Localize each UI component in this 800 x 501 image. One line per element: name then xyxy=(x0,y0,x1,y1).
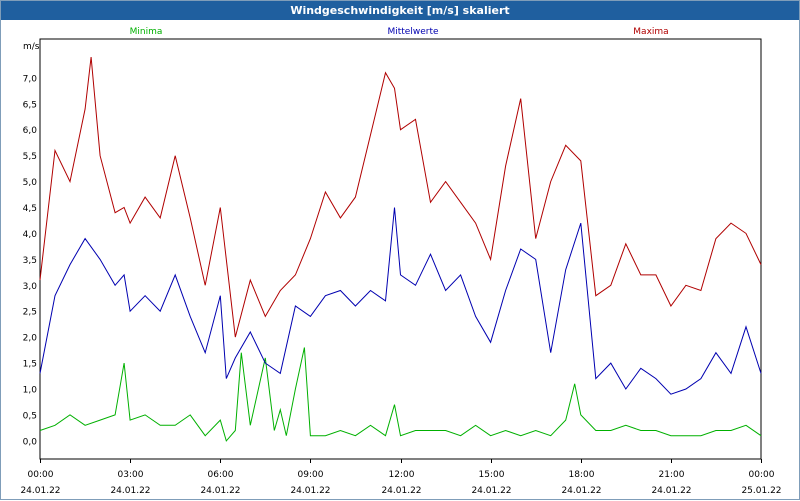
x-tick-time: 18:00 xyxy=(569,470,595,480)
y-tick-label: 0,0 xyxy=(23,437,38,447)
y-tick-label: 6,0 xyxy=(23,126,38,136)
y-tick-label: 5,5 xyxy=(23,152,37,162)
y-tick-label: 6,5 xyxy=(23,100,37,110)
plot-area xyxy=(39,38,762,460)
y-tick-label: 2,5 xyxy=(23,308,37,318)
x-tick-date: 24.01.22 xyxy=(471,486,511,496)
x-tick-date: 24.01.22 xyxy=(20,486,60,496)
y-tick-label: 5,0 xyxy=(23,178,38,188)
y-tick-label: 4,5 xyxy=(23,204,37,214)
x-tick-time: 06:00 xyxy=(208,470,234,480)
x-tick-time: 15:00 xyxy=(479,470,505,480)
series-line-maxima xyxy=(39,57,762,338)
legend-maxima: Maxima xyxy=(633,27,668,37)
y-tick-label: 0,5 xyxy=(23,411,37,421)
chart-title: Windgeschwindigkeit [m/s] skaliert xyxy=(1,1,799,20)
y-tick-label: 1,5 xyxy=(23,360,37,370)
x-tick-date: 24.01.22 xyxy=(381,486,421,496)
x-tick-time: 00:00 xyxy=(749,470,775,480)
x-tick-date: 24.01.22 xyxy=(290,486,330,496)
x-tick-time: 12:00 xyxy=(389,470,415,480)
series-line-mittelwerte xyxy=(39,207,762,395)
x-tick-date: 24.01.22 xyxy=(200,486,240,496)
y-axis-label: m/s xyxy=(23,42,40,52)
x-tick-time: 21:00 xyxy=(659,470,685,480)
series-line-minima xyxy=(39,347,762,442)
y-tick-label: 2,0 xyxy=(23,334,38,344)
x-tick-time: 03:00 xyxy=(118,470,144,480)
y-tick-label: 7,0 xyxy=(23,74,38,84)
x-tick-time: 09:00 xyxy=(298,470,324,480)
y-tick-label: 3,0 xyxy=(23,282,38,292)
y-tick-label: 1,0 xyxy=(23,386,38,396)
x-tick-date: 24.01.22 xyxy=(561,486,601,496)
x-tick-date: 25.01.22 xyxy=(741,486,781,496)
x-tick-date: 24.01.22 xyxy=(651,486,691,496)
legend-mittelwerte: Mittelwerte xyxy=(387,27,438,37)
x-tick-time: 00:00 xyxy=(28,470,54,480)
x-tick-date: 24.01.22 xyxy=(110,486,150,496)
legend-minima: Minima xyxy=(130,27,163,37)
y-tick-label: 4,0 xyxy=(23,230,38,240)
y-tick-label: 3,5 xyxy=(23,256,37,266)
